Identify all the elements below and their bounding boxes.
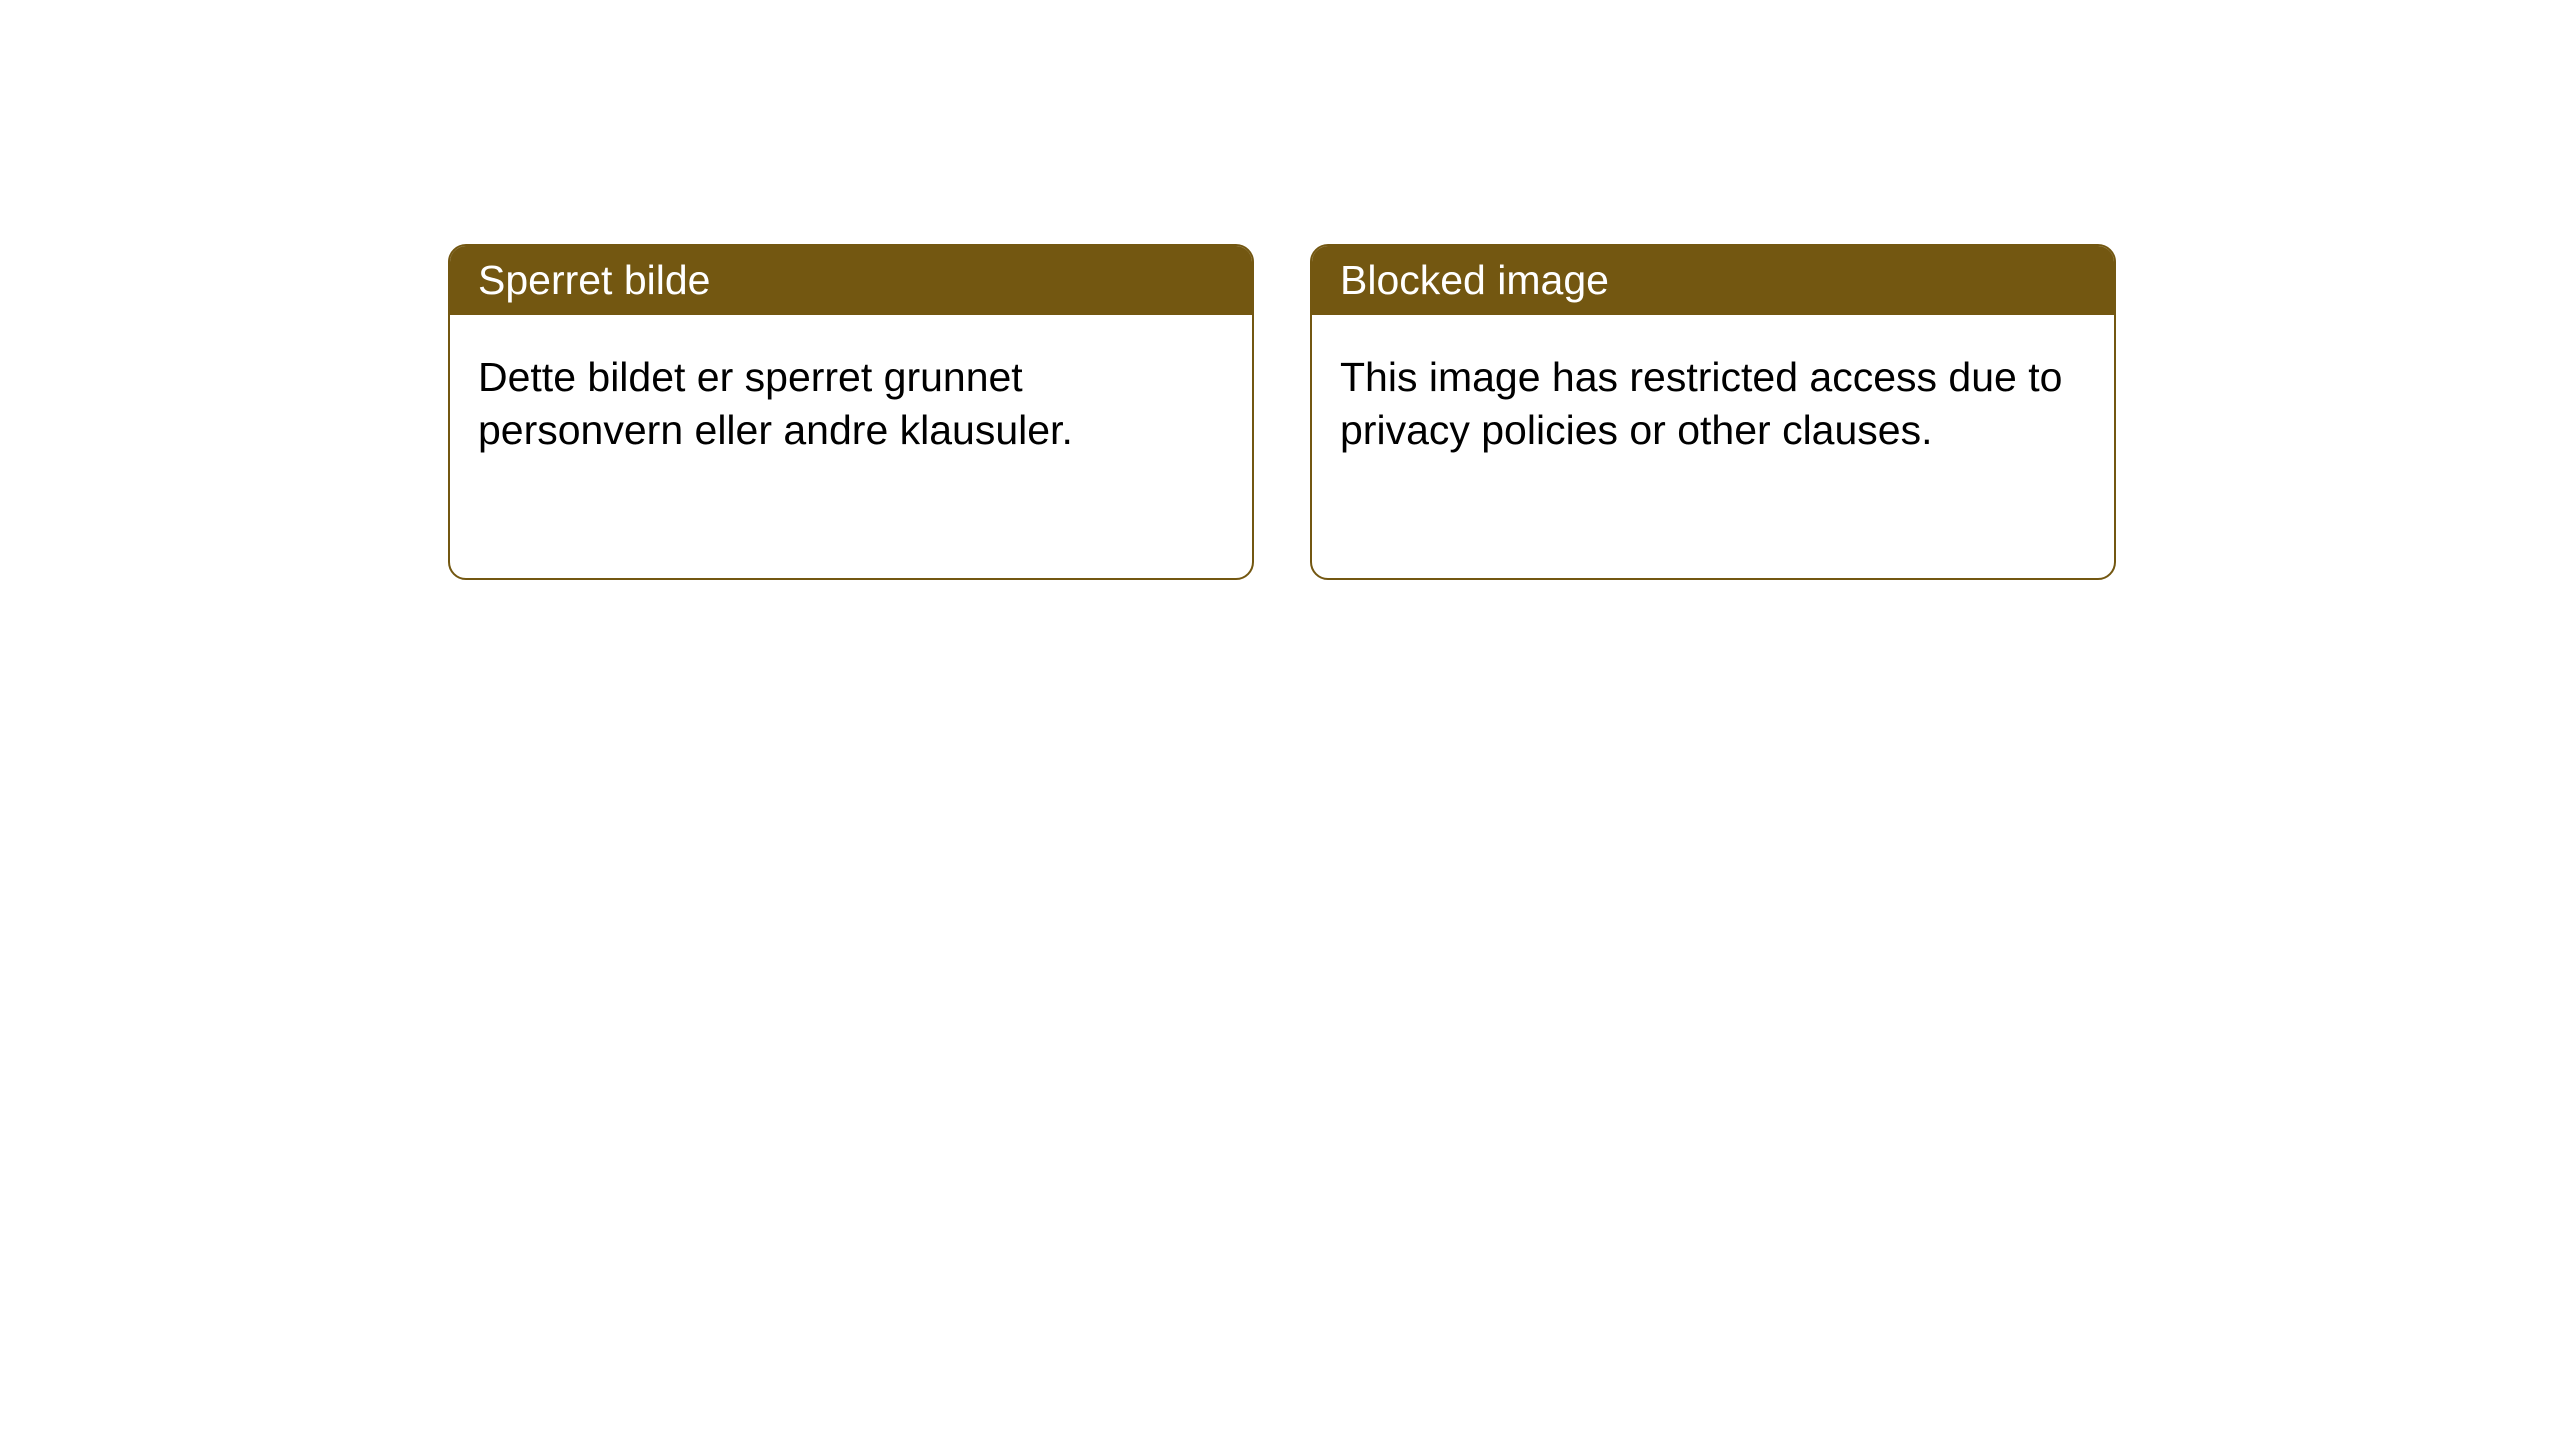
notice-card-norwegian: Sperret bilde Dette bildet er sperret gr… — [448, 244, 1254, 580]
card-title-english: Blocked image — [1312, 246, 2114, 315]
card-body-english: This image has restricted access due to … — [1312, 315, 2114, 494]
card-title-norwegian: Sperret bilde — [450, 246, 1252, 315]
card-body-norwegian: Dette bildet er sperret grunnet personve… — [450, 315, 1252, 494]
notice-card-english: Blocked image This image has restricted … — [1310, 244, 2116, 580]
notice-cards-row: Sperret bilde Dette bildet er sperret gr… — [448, 244, 2116, 580]
